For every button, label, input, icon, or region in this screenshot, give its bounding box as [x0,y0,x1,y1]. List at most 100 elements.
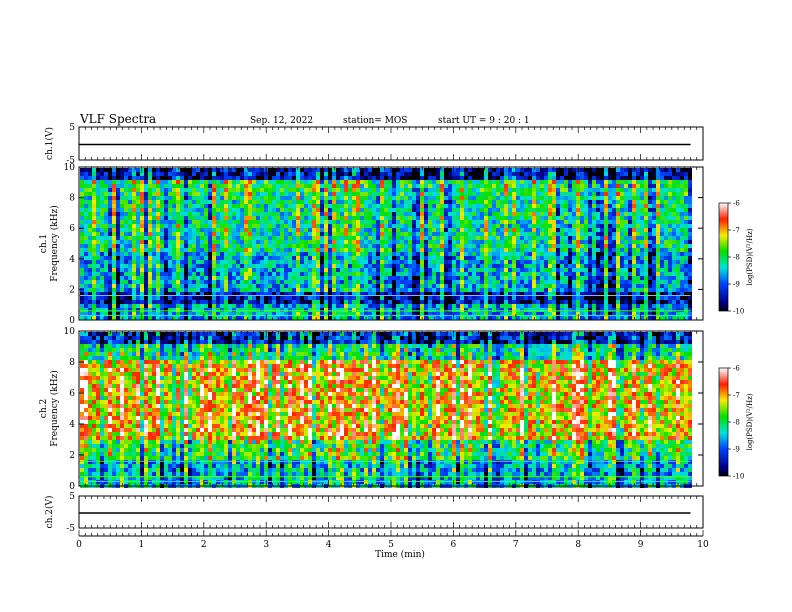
psd-cell [192,264,196,268]
psd-cell [172,252,176,256]
psd-cell [492,228,496,232]
psd-cell [224,280,228,284]
psd-cell [200,220,204,224]
psd-cell [484,240,488,244]
psd-cell [340,276,344,280]
psd-cell [572,176,576,180]
psd-cell [256,304,260,308]
psd-cell [128,228,132,232]
psd-cell [204,212,208,216]
psd-cell [280,236,284,240]
psd-cell [532,188,536,192]
psd-cell [276,196,280,200]
psd-cell [220,252,224,256]
psd-cell [532,252,536,256]
psd-cell [256,284,260,288]
psd-cell [576,236,580,240]
psd-cell [388,280,392,284]
psd-cell [512,208,516,212]
psd-cell [504,220,508,224]
psd-cell [304,204,308,208]
psd-cell [100,256,104,260]
psd-cell [140,236,144,240]
psd-cell [308,228,312,232]
psd-cell [256,200,260,204]
psd-cell [228,264,232,268]
psd-cell [172,288,176,292]
psd-cell [180,280,184,284]
psd-cell [556,236,560,240]
psd-cell [428,176,432,180]
psd-cell [208,276,212,280]
psd-cell [284,316,288,320]
psd-cell [460,248,464,252]
psd-cell [384,172,388,176]
psd-cell [472,220,476,224]
psd-cell [96,180,100,184]
psd-cell [524,172,528,176]
psd-cell [560,176,564,180]
psd-cell [568,264,572,268]
psd-cell [188,228,192,232]
psd-cell [228,268,232,272]
psd-cell [128,280,132,284]
psd-cell [120,224,124,228]
psd-cell [412,244,416,248]
psd-cell [152,192,156,196]
psd-cell [184,224,188,228]
psd-cell [348,224,352,228]
psd-cell [268,220,272,224]
psd-cell [168,192,172,196]
psd-cell [184,204,188,208]
psd-cell [288,272,292,276]
psd-cell [568,276,572,280]
psd-cell [460,180,464,184]
psd-cell [368,292,372,296]
psd-cell [332,232,336,236]
psd-cell [528,200,532,204]
psd-cell [120,168,124,172]
psd-cell [164,248,168,252]
psd-cell [336,300,340,304]
psd-cell [516,200,520,204]
psd-cell [296,216,300,220]
psd-cell [336,292,340,296]
psd-cell [540,216,544,220]
psd-cell [324,308,328,312]
psd-cell [280,304,284,308]
psd-cell [140,220,144,224]
psd-cell [404,264,408,268]
psd-cell [420,312,424,316]
psd-cell [328,224,332,228]
psd-cell [404,216,408,220]
psd-cell [392,228,396,232]
psd-cell [268,272,272,276]
psd-cell [208,200,212,204]
psd-cell [476,168,480,172]
psd-cell [572,228,576,232]
psd-cell [320,312,324,316]
psd-cell [532,264,536,268]
psd-cell [452,172,456,176]
psd-cell [432,280,436,284]
psd-cell [204,300,208,304]
psd-cell [380,300,384,304]
psd-cell [104,276,108,280]
psd-cell [576,228,580,232]
psd-cell [168,232,172,236]
psd-cell [528,232,532,236]
psd-cell [576,280,580,284]
psd-cell [140,300,144,304]
date-label: Sep. 12, 2022 [250,116,313,126]
psd-cell [476,296,480,300]
psd-cell [536,216,540,220]
psd-cell [504,312,508,316]
psd-cell [108,276,112,280]
psd-cell [192,260,196,264]
psd-cell [524,180,528,184]
psd-cell [96,196,100,200]
psd-cell [320,284,324,288]
psd-cell [504,192,508,196]
psd-cell [112,196,116,200]
psd-cell [484,272,488,276]
